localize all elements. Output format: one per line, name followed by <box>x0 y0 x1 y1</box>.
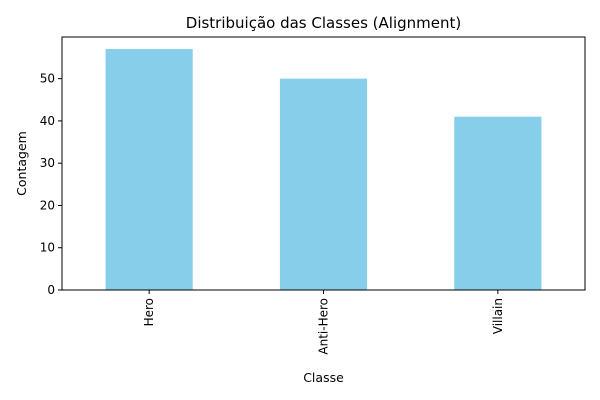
y-axis: 0 10 20 30 40 50 <box>40 72 62 297</box>
y-tick-label: 30 <box>40 156 55 170</box>
y-tick-label: 10 <box>40 241 55 255</box>
x-axis: Hero Anti-Hero Villain <box>142 290 505 355</box>
y-tick-label: 50 <box>40 72 55 86</box>
bar-anti-hero <box>279 78 368 290</box>
x-tick-label: Anti-Hero <box>317 298 331 355</box>
chart-title: Distribuição das Classes (Alignment) <box>186 14 461 32</box>
y-tick-label: 0 <box>47 283 55 297</box>
bar-villain <box>454 116 542 290</box>
x-axis-label: Classe <box>303 370 344 385</box>
x-tick-label: Hero <box>142 298 156 326</box>
y-tick-label: 20 <box>40 198 55 212</box>
bars-group <box>105 49 542 290</box>
x-tick-label: Villain <box>491 298 505 334</box>
bar-hero <box>105 49 193 290</box>
y-tick-label: 40 <box>40 114 55 128</box>
plot-area <box>61 36 586 291</box>
y-axis-label: Contagem <box>14 131 29 196</box>
